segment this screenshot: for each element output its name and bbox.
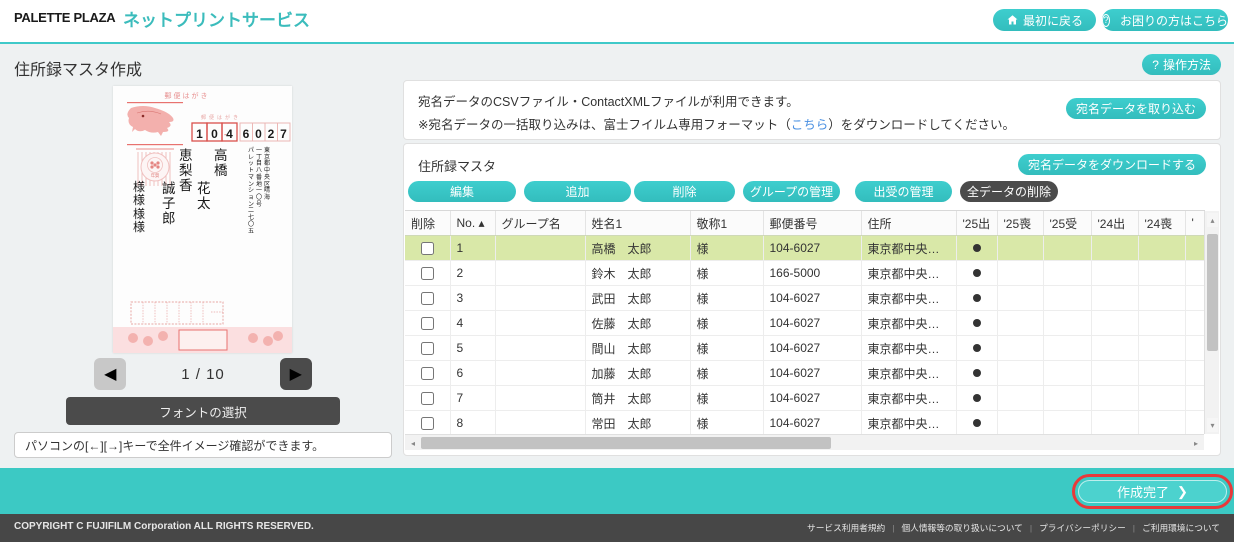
svg-text:2: 2 — [268, 127, 275, 141]
svg-text:郵便はがき: 郵便はがき — [201, 114, 241, 121]
svg-text:6: 6 — [243, 127, 250, 141]
svg-text:0: 0 — [255, 127, 262, 141]
svg-text:1: 1 — [196, 127, 203, 141]
svg-text:7: 7 — [280, 127, 287, 141]
svg-text:年賀: 年賀 — [151, 172, 160, 179]
svg-text:0: 0 — [211, 127, 218, 141]
svg-text:4: 4 — [226, 127, 233, 141]
svg-text:郵便はがき: 郵便はがき — [165, 91, 210, 100]
